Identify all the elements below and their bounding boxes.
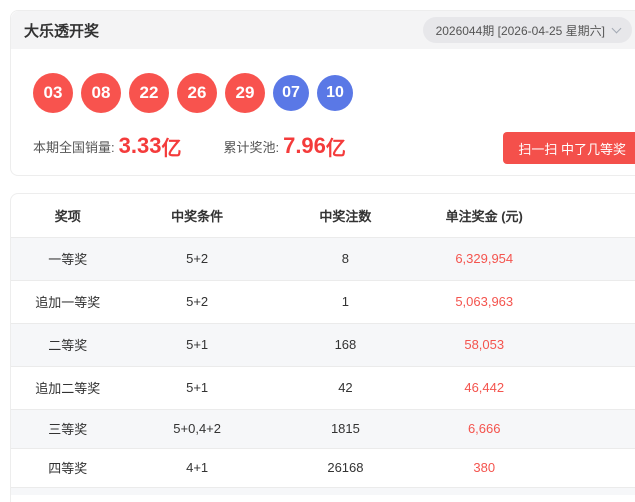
table-row: 追加一等奖 5+2 1 5,063,963 [11, 280, 635, 324]
prize-name: 一等奖 [11, 237, 125, 281]
stats-row: 本期全国销量: 3.33 亿 累计奖池: 7.96 亿 [33, 129, 635, 163]
table-row: 追加二等奖 5+1 42 46,442 [11, 366, 635, 410]
win-count: 1 [269, 280, 422, 324]
win-condition: 5+1 [124, 323, 270, 367]
table-row-partial [11, 487, 635, 495]
draw-result-card: 大乐透开奖 2026044期 [2026-04-25 星期六] 03 08 22… [10, 10, 635, 176]
pool-value: 7.96 [283, 133, 326, 158]
table-row: 一等奖 5+2 8 6,329,954 [11, 237, 635, 281]
card-header-band: 大乐透开奖 2026044期 [2026-04-25 星期六] [11, 11, 635, 49]
prize-name: 四等奖 [11, 448, 125, 488]
prize-amount: 46,442 [421, 366, 548, 410]
col-header-count: 中奖注数 [269, 194, 422, 238]
sales-unit: 亿 [161, 137, 182, 160]
front-ball: 26 [177, 73, 217, 113]
front-ball: 29 [225, 73, 265, 113]
win-count: 42 [269, 366, 422, 410]
win-condition: 4+1 [124, 448, 270, 488]
win-condition: 5+2 [124, 280, 270, 324]
prize-name: 三等奖 [11, 409, 125, 449]
prize-name: 追加一等奖 [11, 280, 125, 324]
scan-to-check-button[interactable]: 扫一扫 中了几等奖 [503, 132, 635, 164]
win-condition: 5+2 [124, 237, 270, 281]
pool-unit: 亿 [325, 137, 346, 160]
col-header-condition: 中奖条件 [124, 194, 270, 238]
prize-amount: 6,666 [421, 409, 548, 449]
back-ball: 07 [273, 75, 309, 111]
sales-label: 本期全国销量: [33, 139, 115, 155]
prize-table: 奖项 中奖条件 中奖注数 单注奖金 (元) 一等奖 5+2 8 6,329,95… [11, 194, 635, 495]
prize-table-card: 奖项 中奖条件 中奖注数 单注奖金 (元) 一等奖 5+2 8 6,329,95… [10, 193, 635, 502]
table-row: 四等奖 4+1 26168 380 [11, 448, 635, 488]
drawn-balls: 03 08 22 26 29 07 10 [33, 73, 635, 113]
pool-label: 累计奖池: [223, 139, 280, 155]
prize-name: 二等奖 [11, 323, 125, 367]
chevron-down-icon [611, 23, 622, 34]
win-count: 168 [269, 323, 422, 367]
page-title: 大乐透开奖 [24, 22, 100, 40]
table-row: 三等奖 5+0,4+2 1815 6,666 [11, 409, 635, 449]
win-count: 1815 [269, 409, 422, 449]
front-ball: 03 [33, 73, 73, 113]
period-selector-value: 2026044期 [2026-04-25 星期六] [435, 23, 605, 38]
sales-value: 3.33 [118, 133, 162, 158]
prize-name: 追加二等奖 [11, 366, 125, 410]
period-selector[interactable]: 2026044期 [2026-04-25 星期六] [422, 17, 632, 43]
win-count: 26168 [269, 448, 422, 488]
prize-amount: 6,329,954 [421, 237, 548, 281]
win-count: 8 [269, 237, 422, 281]
col-header-prize: 奖项 [11, 194, 125, 238]
prize-amount: 58,053 [421, 323, 548, 367]
back-ball: 10 [317, 75, 353, 111]
front-ball: 22 [129, 73, 169, 113]
prize-amount: 380 [421, 448, 548, 488]
col-header-amount: 单注奖金 (元) [421, 194, 548, 238]
prize-amount: 5,063,963 [421, 280, 548, 324]
front-ball: 08 [81, 73, 121, 113]
table-row: 二等奖 5+1 168 58,053 [11, 323, 635, 367]
win-condition: 5+0,4+2 [124, 409, 270, 449]
win-condition: 5+1 [124, 366, 270, 410]
table-header-row: 奖项 中奖条件 中奖注数 单注奖金 (元) [11, 194, 635, 238]
